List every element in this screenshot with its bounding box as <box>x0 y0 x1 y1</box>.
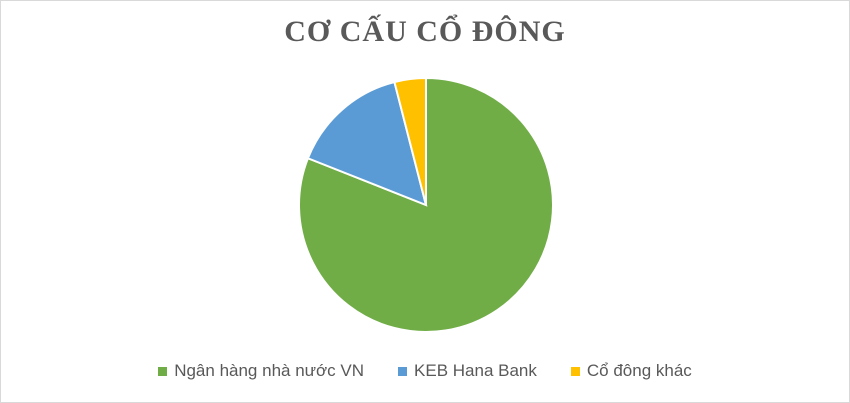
legend-item-ngan-hang-nha-nuoc: Ngân hàng nhà nước VN <box>158 361 364 381</box>
legend-item-co-dong-khac: Cổ đông khác <box>570 361 692 381</box>
pie-slice-1 <box>306 80 428 207</box>
pie-slice-2 <box>393 76 427 206</box>
chart-title: CƠ CẤU CỔ ĐÔNG <box>284 15 566 48</box>
legend-label: Cổ đông khác <box>586 361 692 380</box>
legend-swatch <box>570 366 580 376</box>
legend: Ngân hàng nhà nước VN KEB Hana Bank Cổ đ… <box>1 361 849 381</box>
legend-label: KEB Hana Bank <box>414 361 537 380</box>
legend-swatch <box>158 366 168 376</box>
pie-slice-0 <box>298 76 554 333</box>
legend-label: Ngân hàng nhà nước VN <box>174 361 365 380</box>
legend-swatch <box>398 366 408 376</box>
legend-item-keb-hana-bank: KEB Hana Bank <box>398 361 537 381</box>
